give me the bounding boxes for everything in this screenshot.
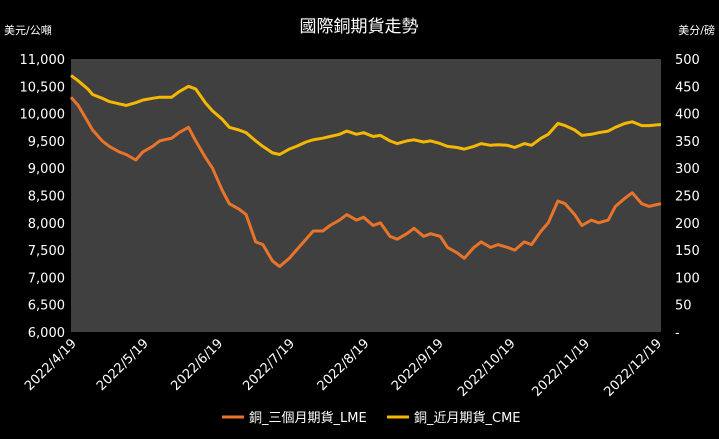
y-right-tick-label: 150 [675, 244, 700, 259]
chart-title: 國際銅期貨走勢 [300, 17, 419, 37]
y-right-tick-label: 50 [675, 299, 692, 314]
y-right-tick-label: - [675, 326, 680, 341]
y-left-tick-label: 10,500 [20, 80, 66, 95]
y-left-tick-label: 8,000 [28, 217, 65, 232]
y-right-tick-group: - 50 100 150 200 250 300 350 400 450 500 [675, 53, 700, 341]
y-left-tick-label: 7,500 [28, 244, 65, 259]
y-right-tick-label: 500 [675, 53, 700, 68]
plot-area [71, 59, 661, 332]
y-right-tick-label: 350 [675, 135, 700, 150]
y-left-tick-label: 6,500 [28, 299, 65, 314]
series-line-cme [70, 74, 662, 156]
y-left-tick-label: 11,000 [20, 53, 66, 68]
y-right-tick-label: 450 [675, 80, 700, 95]
y-left-tick-label: 10,000 [20, 108, 66, 123]
left-axis-unit: 美元/公噸 [4, 23, 52, 37]
legend-label-lme: 銅_三個月期貨_LME [249, 410, 367, 426]
y-left-tick-label: 9,500 [28, 135, 65, 150]
y-left-tick-label: 6,000 [28, 326, 65, 341]
y-left-tick-label: 8,500 [28, 190, 65, 205]
legend-label-cme: 銅_近月期貨_CME [414, 410, 521, 426]
y-left-tick-group: 6,000 6,500 7,000 7,500 8,000 8,500 9,000 9,500… [20, 53, 66, 341]
y-left-tick-label: 9,000 [28, 162, 65, 177]
y-right-tick-label: 100 [675, 271, 700, 286]
right-axis-unit: 美分/磅 [678, 23, 715, 37]
series-line-lme [69, 96, 662, 268]
legend: 銅_三個月期貨_LME 銅_近月期貨_CME [222, 410, 521, 426]
y-right-tick-label: 300 [675, 162, 700, 177]
y-right-tick-label: 250 [675, 190, 700, 205]
y-right-tick-label: 400 [675, 108, 700, 123]
y-right-tick-label: 200 [675, 217, 700, 232]
series-group [69, 74, 662, 268]
y-left-tick-label: 7,000 [28, 271, 65, 286]
